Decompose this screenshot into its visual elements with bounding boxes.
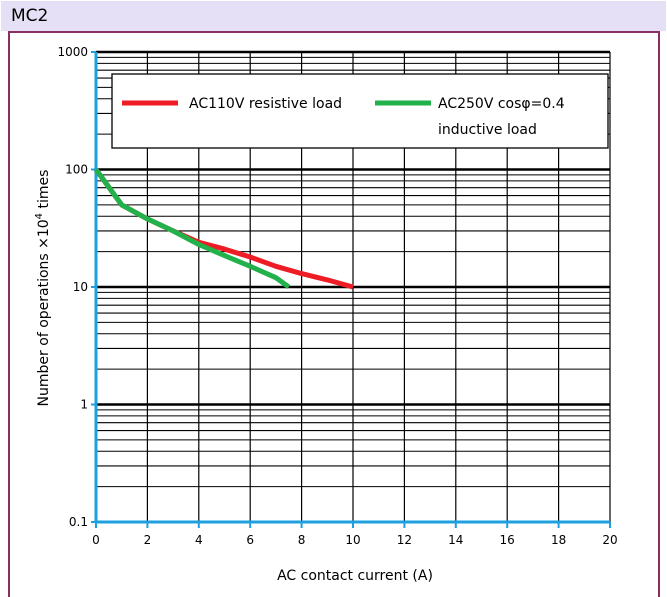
x-tick-label: 0	[92, 533, 100, 547]
series-lines	[93, 168, 354, 290]
x-tick-label: 10	[345, 533, 360, 547]
x-tick-label: 20	[602, 533, 617, 547]
y-tick-label: 100	[65, 163, 88, 177]
legend: AC110V resistive load AC250V cosφ=0.4 in…	[111, 73, 609, 149]
y-tick-labels: 0.1 1 10 100 1000	[57, 45, 88, 529]
panel-title-bar: MC2	[1, 1, 666, 31]
y-tick-label: 1000	[57, 45, 88, 59]
x-tick-label: 12	[397, 533, 412, 547]
legend-box	[111, 73, 609, 149]
y-axis-title: Number of operations ×104 times	[34, 170, 52, 407]
x-tick-label: 18	[551, 533, 566, 547]
axes	[91, 51, 611, 528]
legend-label-green-line1: AC250V cosφ=0.4	[438, 96, 565, 112]
y-tick-label: 1	[80, 398, 88, 412]
x-axis-title: AC contact current (A)	[277, 568, 433, 584]
legend-label-red: AC110V resistive load	[189, 96, 342, 112]
y-axis-title-unit: times	[36, 170, 52, 213]
x-tick-label: 2	[144, 533, 152, 547]
x-tick-label: 6	[246, 533, 254, 547]
x-tick-labels: 0 2 4 6 8 10 12 14 16 18 20	[92, 533, 617, 547]
y-tick-label: 0.1	[69, 515, 88, 529]
y-axis-title-main: Number of operations ×10	[36, 219, 52, 406]
legend-label-green-line2: inductive load	[438, 122, 537, 138]
x-tick-label: 4	[195, 533, 203, 547]
panel-label: MC2	[11, 6, 49, 26]
x-tick-label: 16	[500, 533, 515, 547]
x-tick-label: 8	[298, 533, 306, 547]
x-tick-label: 14	[448, 533, 463, 547]
y-axis-title-exponent: 4	[34, 213, 45, 219]
series-line-red	[93, 168, 354, 290]
chart-panel	[8, 31, 660, 597]
y-tick-label: 10	[73, 280, 88, 294]
series-line-green	[93, 168, 291, 290]
